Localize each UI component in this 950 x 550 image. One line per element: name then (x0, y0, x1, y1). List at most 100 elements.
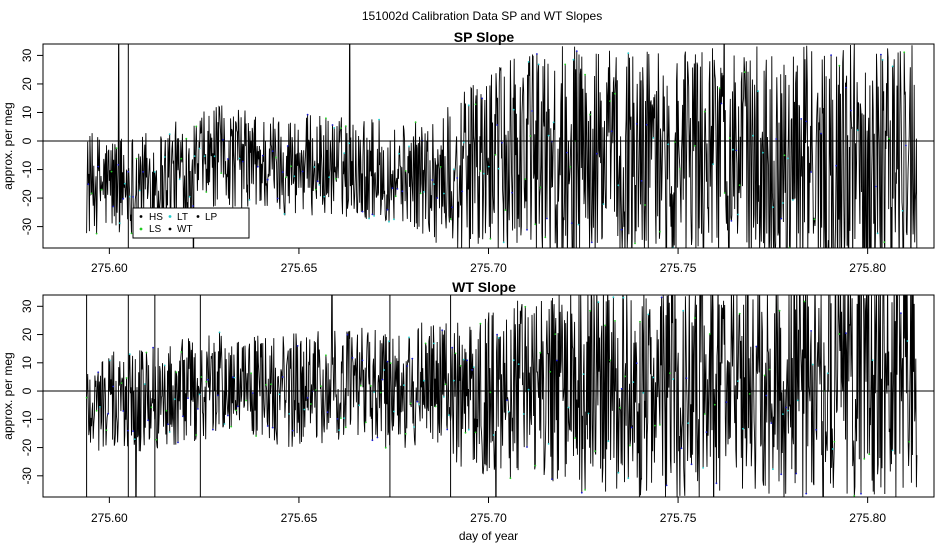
data-point (193, 155, 196, 158)
data-point (582, 373, 585, 375)
data-point (371, 213, 374, 216)
data-point (396, 188, 399, 190)
data-point (95, 232, 98, 235)
data-point (845, 86, 847, 89)
data-point (755, 345, 758, 348)
data-point (612, 296, 615, 299)
data-point (369, 385, 372, 387)
data-point (217, 394, 219, 397)
data-point (288, 413, 291, 415)
data-point (712, 163, 714, 166)
data-point (547, 134, 550, 137)
data-point (534, 223, 537, 226)
data-point (639, 320, 641, 323)
data-point (738, 184, 741, 187)
data-point (910, 266, 912, 268)
data-point (772, 468, 774, 471)
data-point (128, 353, 131, 356)
data-point (718, 87, 721, 90)
data-point (536, 53, 538, 55)
data-point (481, 97, 483, 100)
data-point (522, 413, 525, 415)
data-point (414, 121, 417, 124)
data-point (276, 197, 279, 200)
data-point (782, 202, 784, 204)
data-point (782, 413, 784, 415)
data-point (527, 61, 530, 63)
data-point (549, 263, 551, 265)
data-point (659, 230, 661, 233)
data-point (901, 209, 904, 212)
data-point (90, 192, 93, 195)
data-point (634, 242, 636, 245)
data-point (453, 379, 455, 382)
data-point (580, 491, 583, 494)
data-point (310, 403, 312, 405)
data-point (153, 171, 156, 173)
data-point (393, 218, 395, 221)
x-tick-label: 275.65 (281, 261, 318, 275)
data-point (97, 371, 100, 374)
data-point (881, 59, 884, 61)
data-point (138, 189, 141, 192)
y-tick-label: 30 (20, 299, 34, 313)
data-point (99, 406, 101, 408)
data-point (371, 439, 374, 442)
data-point (880, 53, 882, 56)
data-point (908, 440, 911, 443)
y-tick-label: 30 (20, 48, 34, 62)
data-point (351, 357, 354, 359)
data-point (748, 393, 751, 395)
legend-label-ls: LS (149, 224, 162, 235)
data-point (406, 365, 409, 367)
data-point (303, 408, 306, 411)
data-point (529, 135, 532, 137)
data-point (584, 73, 586, 76)
data-point (589, 309, 591, 312)
data-point (640, 180, 643, 182)
data-point (642, 392, 645, 394)
data-point (85, 396, 88, 399)
data-point (652, 376, 655, 379)
data-point (805, 492, 808, 495)
data-point (467, 104, 470, 107)
data-point (479, 170, 482, 172)
data-point (145, 351, 148, 354)
data-point (674, 141, 676, 143)
sp-slope-points (87, 50, 907, 265)
data-point (109, 359, 111, 362)
sp-slope-x-axis: 275.60 275.65 275.70 275.75 275.80 (91, 248, 886, 275)
y-tick-label: -30 (20, 218, 34, 236)
data-point (122, 410, 125, 412)
data-point (622, 296, 625, 299)
data-point (614, 92, 616, 95)
data-point (368, 217, 370, 220)
data-point (775, 138, 778, 140)
data-point (701, 281, 703, 283)
data-point (783, 154, 786, 157)
data-point (785, 406, 788, 409)
data-point (434, 405, 437, 408)
data-point (423, 191, 425, 193)
data-point (133, 438, 136, 441)
data-point (207, 378, 209, 381)
data-point (479, 322, 482, 325)
data-point (155, 438, 158, 441)
data-point (738, 312, 741, 315)
x-tick-label: 275.80 (849, 261, 886, 275)
data-point (182, 415, 184, 418)
data-point (413, 426, 415, 428)
data-point (810, 330, 812, 332)
data-point (379, 391, 382, 394)
data-point (572, 58, 575, 61)
x-tick-label: 275.70 (470, 511, 507, 525)
y-tick-label: 10 (20, 105, 34, 119)
data-point (167, 423, 169, 426)
data-point (813, 218, 816, 221)
legend-marker-ls (139, 227, 143, 231)
legend-marker-hs (139, 215, 143, 218)
data-point (168, 133, 171, 136)
data-point (142, 171, 145, 173)
data-point (281, 171, 284, 174)
data-point (564, 63, 567, 66)
